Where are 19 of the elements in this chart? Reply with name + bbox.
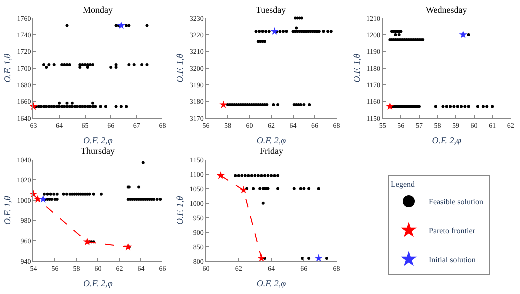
legend-label: Feasible solution — [429, 198, 484, 207]
chart-title: Wednesday — [426, 5, 468, 15]
x-axis-title: O.F. 2,φ — [256, 278, 286, 289]
y-axis-title: O.F. 1,θ — [2, 53, 13, 83]
x-axis-title: O.F. 2,φ — [432, 136, 462, 146]
chart-title: Tuesday — [256, 5, 287, 15]
legend-label: Initial solution — [429, 256, 476, 265]
y-axis-title: O.F. 1,θ — [175, 196, 186, 226]
x-axis-title: O.F. 2,φ — [84, 278, 113, 289]
chart-title: Monday — [83, 5, 114, 15]
legend-label: Pareto frontier — [429, 226, 476, 236]
y-axis-title: O.F. 1,θ — [175, 53, 186, 83]
x-axis-title: O.F. 2,φ — [84, 136, 113, 146]
x-axis-title: O.F. 2,φ — [256, 136, 286, 146]
chart-title: Friday — [260, 146, 284, 156]
y-axis-title: O.F. 1,θ — [352, 53, 362, 83]
chart-title: Thursday — [81, 146, 116, 156]
legend-title: Legend — [391, 180, 415, 189]
y-axis-title: O.F. 1,θ — [2, 196, 13, 226]
